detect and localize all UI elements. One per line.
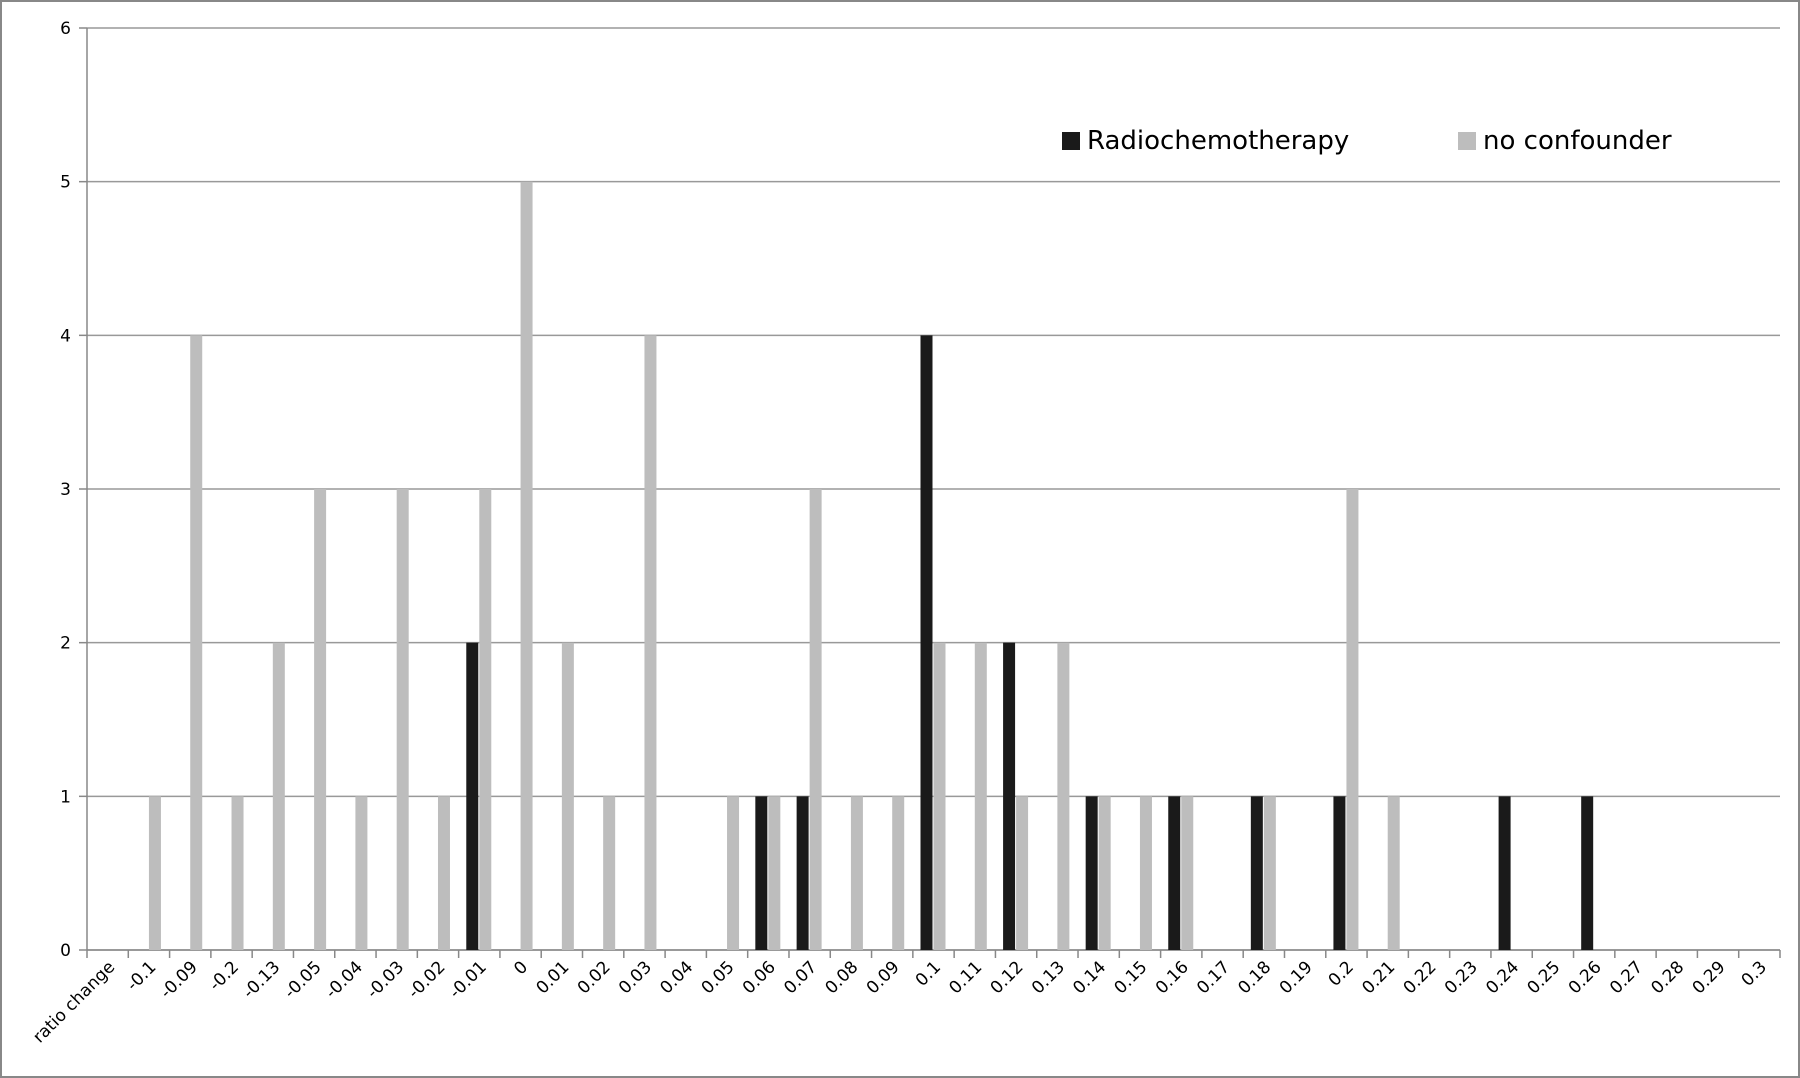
bar — [1085, 796, 1098, 950]
bar — [272, 642, 285, 950]
bar — [892, 796, 905, 950]
bar — [727, 796, 740, 950]
bar — [1098, 796, 1111, 950]
bar — [933, 642, 946, 950]
bar — [768, 796, 781, 950]
legend-swatch — [1458, 132, 1476, 150]
y-tick-label: 1 — [60, 787, 71, 807]
bar — [396, 489, 409, 950]
y-tick-label: 0 — [60, 941, 71, 961]
bar — [1263, 796, 1276, 950]
bar — [644, 335, 657, 950]
y-tick-label: 6 — [60, 19, 71, 39]
bar — [314, 489, 327, 950]
bar — [809, 489, 822, 950]
bar — [355, 796, 368, 950]
bar — [1346, 489, 1359, 950]
bar — [1498, 796, 1511, 950]
y-tick-label: 2 — [60, 634, 71, 654]
bar — [466, 642, 479, 950]
bar — [1181, 796, 1194, 950]
bar — [1057, 642, 1070, 950]
bar — [148, 796, 161, 950]
bar — [561, 642, 574, 950]
bar — [231, 796, 244, 950]
legend-label: Radiochemotherapy — [1087, 126, 1349, 156]
bar — [755, 796, 768, 950]
legend-label: no confounder — [1483, 126, 1672, 156]
bar — [1581, 796, 1594, 950]
bar — [1016, 796, 1029, 950]
bar — [974, 642, 987, 950]
bar — [1139, 796, 1152, 950]
bar — [190, 335, 203, 950]
bar — [1168, 796, 1181, 950]
bar — [920, 335, 933, 950]
bar — [850, 796, 863, 950]
bar — [1333, 796, 1346, 950]
bar — [603, 796, 616, 950]
bar — [1250, 796, 1263, 950]
bar — [520, 181, 533, 950]
legend-swatch — [1062, 132, 1080, 150]
y-tick-label: 4 — [60, 326, 71, 346]
bar — [1387, 796, 1400, 950]
y-tick-label: 5 — [60, 173, 71, 193]
bar — [479, 489, 492, 950]
bar — [1003, 642, 1016, 950]
y-tick-label: 3 — [60, 480, 71, 500]
bar — [437, 796, 450, 950]
bar — [796, 796, 809, 950]
